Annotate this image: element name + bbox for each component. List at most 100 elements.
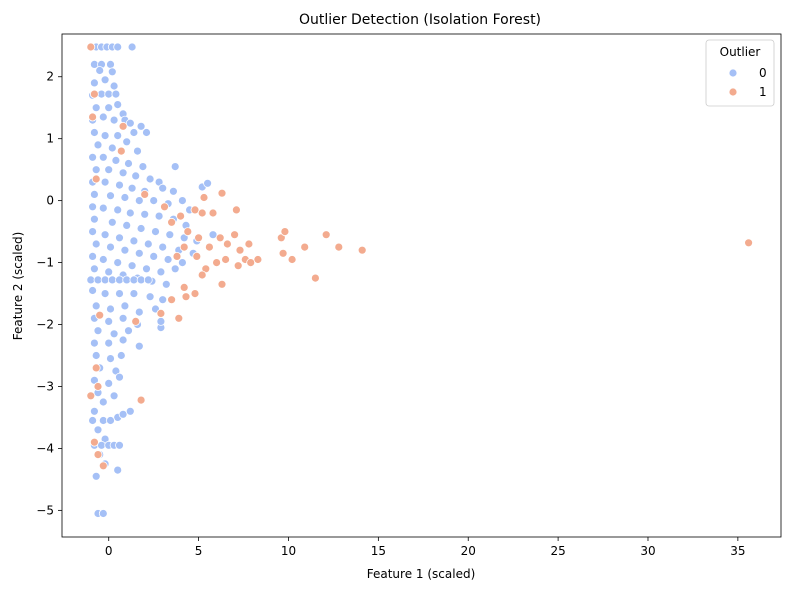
- point-outlier-1-17: [194, 233, 204, 243]
- point-outlier-0-21: [113, 100, 123, 109]
- point-outlier-0-29: [142, 128, 151, 137]
- point-outlier-0-148: [116, 351, 126, 360]
- point-outlier-0-68: [208, 230, 218, 240]
- x-tick-label-3: 15: [371, 544, 386, 558]
- y-tick-label-0: 2: [46, 70, 54, 84]
- point-outlier-0-100: [88, 251, 97, 261]
- x-axis-label: Feature 1 (scaled): [367, 567, 476, 581]
- point-outlier-1-51: [95, 310, 105, 320]
- x-tick-label-6: 30: [640, 544, 655, 558]
- point-outlier-0-99: [177, 258, 187, 268]
- point-outlier-1-60: [744, 238, 753, 248]
- point-outlier-0-13: [100, 75, 110, 85]
- legend-title: Outlier: [720, 45, 761, 59]
- point-outlier-0-96: [134, 248, 144, 258]
- point-outlier-0-61: [90, 189, 99, 199]
- point-outlier-0-94: [106, 242, 115, 252]
- point-outlier-0-139: [124, 326, 133, 336]
- point-outlier-1-4: [116, 146, 126, 156]
- point-outlier-1-1: [90, 89, 99, 99]
- point-outlier-1-25: [179, 242, 189, 252]
- x-tick-label-1: 5: [195, 544, 203, 558]
- point-outlier-0-20: [104, 103, 114, 113]
- y-tick-label-1: 1: [46, 132, 54, 146]
- point-outlier-0-156: [98, 397, 108, 407]
- point-outlier-0-161: [88, 416, 97, 425]
- point-outlier-1-16: [183, 227, 193, 237]
- point-outlier-0-39: [88, 152, 97, 162]
- point-outlier-0-86: [100, 230, 110, 240]
- point-outlier-0-60: [203, 178, 213, 188]
- point-outlier-1-15: [231, 205, 241, 215]
- point-outlier-1-44: [357, 245, 367, 255]
- point-outlier-0-12: [90, 78, 99, 88]
- point-outlier-0-115: [100, 275, 110, 285]
- point-outlier-0-141: [90, 338, 99, 348]
- point-outlier-0-102: [113, 258, 123, 268]
- point-outlier-0-47: [131, 171, 141, 181]
- point-outlier-0-107: [90, 264, 99, 274]
- point-outlier-1-33: [172, 251, 182, 261]
- point-outlier-1-30: [233, 261, 243, 271]
- point-outlier-0-123: [100, 289, 110, 299]
- point-outlier-0-81: [151, 227, 160, 237]
- point-outlier-1-42: [321, 230, 331, 240]
- point-outlier-0-170: [115, 440, 124, 450]
- point-outlier-1-24: [253, 255, 263, 264]
- point-outlier-0-134: [104, 316, 114, 326]
- point-outlier-1-8: [167, 217, 177, 227]
- point-outlier-0-101: [98, 255, 108, 264]
- point-outlier-1-2: [118, 121, 128, 131]
- point-outlier-0-105: [156, 267, 166, 277]
- point-outlier-0-79: [122, 220, 132, 230]
- point-outlier-0-63: [120, 193, 130, 202]
- x-axis: 0 5 10 15 20 25 30 35: [105, 537, 746, 558]
- point-outlier-0-129: [106, 304, 115, 314]
- point-outlier-0-127: [158, 295, 168, 305]
- point-outlier-0-103: [127, 261, 137, 271]
- point-outlier-0-6: [127, 42, 137, 52]
- legend-label-1: 1: [759, 85, 767, 99]
- point-outlier-0-153: [115, 372, 124, 382]
- point-outlier-0-124: [115, 289, 124, 299]
- point-outlier-0-85: [88, 227, 97, 237]
- point-outlier-0-31: [90, 128, 99, 137]
- point-outlier-0-14: [109, 81, 119, 91]
- point-outlier-1-0: [86, 42, 96, 52]
- legend-marker-1: [728, 87, 738, 97]
- point-outlier-0-62: [106, 191, 115, 201]
- point-outlier-0-138: [109, 329, 119, 339]
- point-outlier-0-152: [104, 378, 114, 388]
- point-outlier-0-54: [127, 183, 137, 193]
- point-outlier-1-59: [98, 461, 108, 471]
- point-outlier-1-21: [230, 230, 240, 240]
- point-outlier-1-28: [212, 258, 222, 268]
- point-outlier-1-40: [300, 242, 310, 252]
- point-outlier-1-34: [197, 270, 207, 280]
- x-tick-label-4: 20: [461, 544, 476, 558]
- y-tick-label-2: 0: [46, 194, 54, 208]
- point-outlier-0-137: [93, 326, 103, 336]
- point-outlier-0-57: [168, 186, 178, 196]
- points-layer: [86, 42, 753, 518]
- point-outlier-0-98: [163, 255, 173, 264]
- point-outlier-0-53: [115, 180, 124, 190]
- point-outlier-0-41: [111, 155, 121, 165]
- plot-area-frame: [61, 33, 782, 538]
- point-outlier-0-74: [154, 211, 164, 221]
- point-outlier-0-64: [134, 196, 144, 206]
- point-outlier-1-47: [181, 292, 191, 302]
- point-outlier-0-128: [91, 301, 101, 311]
- point-outlier-0-125: [129, 289, 139, 299]
- point-outlier-1-23: [244, 239, 254, 249]
- point-outlier-1-13: [208, 208, 218, 218]
- y-tick-label-6: −4: [36, 441, 54, 455]
- point-outlier-0-159: [118, 409, 128, 419]
- point-outlier-1-54: [93, 382, 103, 391]
- point-outlier-0-173: [113, 465, 123, 475]
- point-outlier-0-135: [118, 313, 128, 323]
- point-outlier-0-147: [106, 354, 115, 364]
- point-outlier-0-40: [98, 152, 108, 162]
- point-outlier-1-12: [199, 193, 209, 202]
